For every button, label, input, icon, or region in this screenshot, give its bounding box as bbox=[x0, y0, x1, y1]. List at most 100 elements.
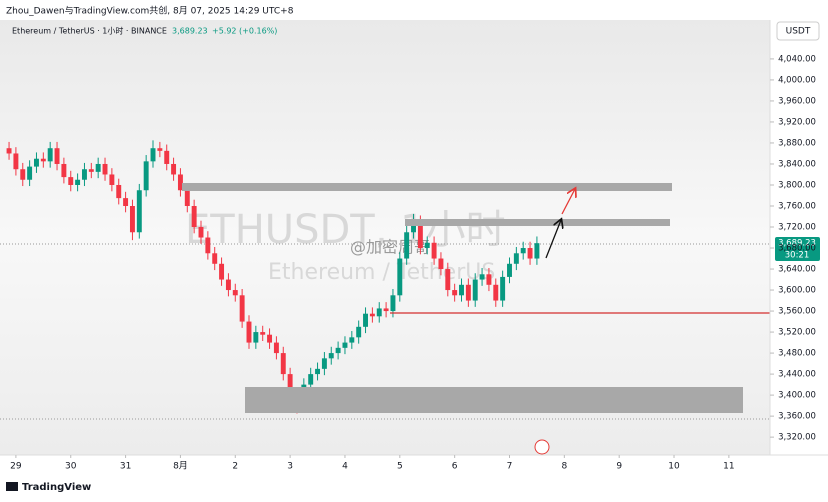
candle-body bbox=[452, 290, 458, 296]
candle-body bbox=[273, 342, 279, 354]
candle-body bbox=[109, 174, 115, 185]
watermark-description: Ethereum / TetherUS bbox=[268, 260, 495, 285]
candle-body bbox=[81, 169, 87, 180]
x-tick-label: 10 bbox=[668, 462, 680, 472]
candle-body bbox=[225, 279, 231, 291]
y-tick-label: 4,000.00 bbox=[778, 75, 816, 85]
candle-body bbox=[493, 284, 499, 301]
header-change: +5.92 (+0.16%) bbox=[212, 27, 277, 36]
x-tick-label: 9 bbox=[616, 462, 622, 472]
arrow bbox=[561, 189, 575, 215]
candle-body bbox=[507, 263, 512, 277]
y-tick-label: 3,640.00 bbox=[778, 265, 816, 275]
candle-body bbox=[260, 332, 266, 335]
candle-body bbox=[219, 263, 225, 280]
x-tick-label: 30 bbox=[65, 462, 77, 472]
candle-body bbox=[54, 148, 60, 164]
candle-body bbox=[116, 184, 122, 199]
candle-body bbox=[68, 177, 74, 185]
candle-body bbox=[404, 232, 410, 259]
candle-body bbox=[205, 237, 211, 254]
candle-body bbox=[246, 321, 252, 343]
candle-body bbox=[520, 248, 526, 254]
candle-body bbox=[500, 276, 506, 301]
candle-body bbox=[267, 334, 273, 343]
candle-body bbox=[438, 258, 444, 270]
y-tick-label: 3,480.00 bbox=[778, 349, 816, 359]
x-tick-label: 7 bbox=[507, 462, 513, 472]
y-tick-label: 3,960.00 bbox=[778, 96, 816, 106]
y-tick-label: 3,920.00 bbox=[778, 117, 816, 127]
candle-body bbox=[280, 353, 286, 375]
candle-body bbox=[335, 347, 341, 354]
candle-body bbox=[239, 295, 245, 322]
candle-body bbox=[417, 221, 423, 249]
y-tick-label: 4,040.00 bbox=[778, 54, 816, 64]
price-badge bbox=[775, 237, 820, 261]
candle-body bbox=[143, 161, 149, 191]
candle-body bbox=[34, 158, 39, 167]
candle-body bbox=[369, 313, 375, 317]
header: Zhou_Dawen与TradingView.com共创, 8月 07, 202… bbox=[6, 5, 294, 17]
plot-area bbox=[0, 20, 770, 455]
y-tick-label: 3,360.00 bbox=[778, 412, 816, 422]
candle-body bbox=[40, 158, 46, 162]
watermark-author: @加密周哥 bbox=[350, 238, 430, 257]
y-tick-label: 3,720.00 bbox=[778, 223, 816, 233]
x-tick-label: 8 bbox=[561, 462, 567, 472]
header-price: 3,689.23 bbox=[172, 27, 208, 36]
candle-body bbox=[465, 284, 471, 301]
y-tick-label: 3,880.00 bbox=[778, 138, 816, 148]
candle-body bbox=[472, 279, 478, 301]
candle-body bbox=[411, 221, 416, 233]
candle-body bbox=[513, 253, 519, 264]
candle-body bbox=[424, 242, 430, 249]
candle-body bbox=[150, 148, 156, 162]
candle-body bbox=[13, 153, 19, 170]
candle-body bbox=[198, 227, 204, 238]
marks bbox=[6, 140, 540, 414]
candle-body bbox=[328, 353, 334, 359]
candle-body bbox=[171, 163, 177, 175]
footer: TradingView bbox=[22, 482, 91, 493]
event-icon[interactable] bbox=[534, 439, 550, 455]
candle-body bbox=[534, 243, 540, 259]
candle-body bbox=[527, 248, 533, 259]
candle-body bbox=[459, 284, 464, 296]
candle-body bbox=[184, 190, 190, 206]
candle-body bbox=[253, 332, 259, 343]
currency[interactable]: USDT bbox=[786, 27, 811, 37]
candle-body bbox=[287, 374, 293, 396]
candle-body bbox=[75, 179, 81, 185]
candle-body bbox=[177, 174, 183, 191]
candle-body bbox=[390, 295, 396, 312]
x-tick-label: 11 bbox=[723, 462, 734, 472]
candle-body bbox=[191, 206, 197, 228]
x-tick-label: 29 bbox=[10, 462, 22, 472]
x-tick-label: 31 bbox=[120, 462, 131, 472]
y-tick-label: 3,560.00 bbox=[778, 307, 816, 317]
candle-body bbox=[88, 169, 94, 172]
y-tick-label: 3,680.00 bbox=[778, 244, 816, 254]
x-tick-label: 4 bbox=[342, 462, 348, 472]
x-tick-label: 2 bbox=[232, 462, 238, 472]
y-tick-label: 3,800.00 bbox=[778, 180, 816, 190]
candle-body bbox=[356, 326, 362, 338]
candle-body bbox=[164, 150, 170, 164]
candle-body bbox=[157, 148, 163, 151]
price-badge-label: 3,689.23 bbox=[778, 239, 816, 249]
symbol-title: Ethereum / TetherUS · 1小时 · BINANCE bbox=[12, 26, 167, 36]
candle-body bbox=[61, 163, 67, 178]
candle-body bbox=[47, 148, 53, 162]
currency-box[interactable] bbox=[776, 21, 820, 41]
x-tick-label: 5 bbox=[397, 462, 403, 472]
candle-body bbox=[212, 253, 218, 264]
y-tick-label: 3,760.00 bbox=[778, 202, 816, 212]
candle-body bbox=[321, 358, 327, 369]
candle-body bbox=[102, 163, 108, 175]
candle-body bbox=[431, 242, 437, 259]
candle-body bbox=[20, 169, 26, 180]
y-tick-label: 3,520.00 bbox=[778, 328, 816, 338]
